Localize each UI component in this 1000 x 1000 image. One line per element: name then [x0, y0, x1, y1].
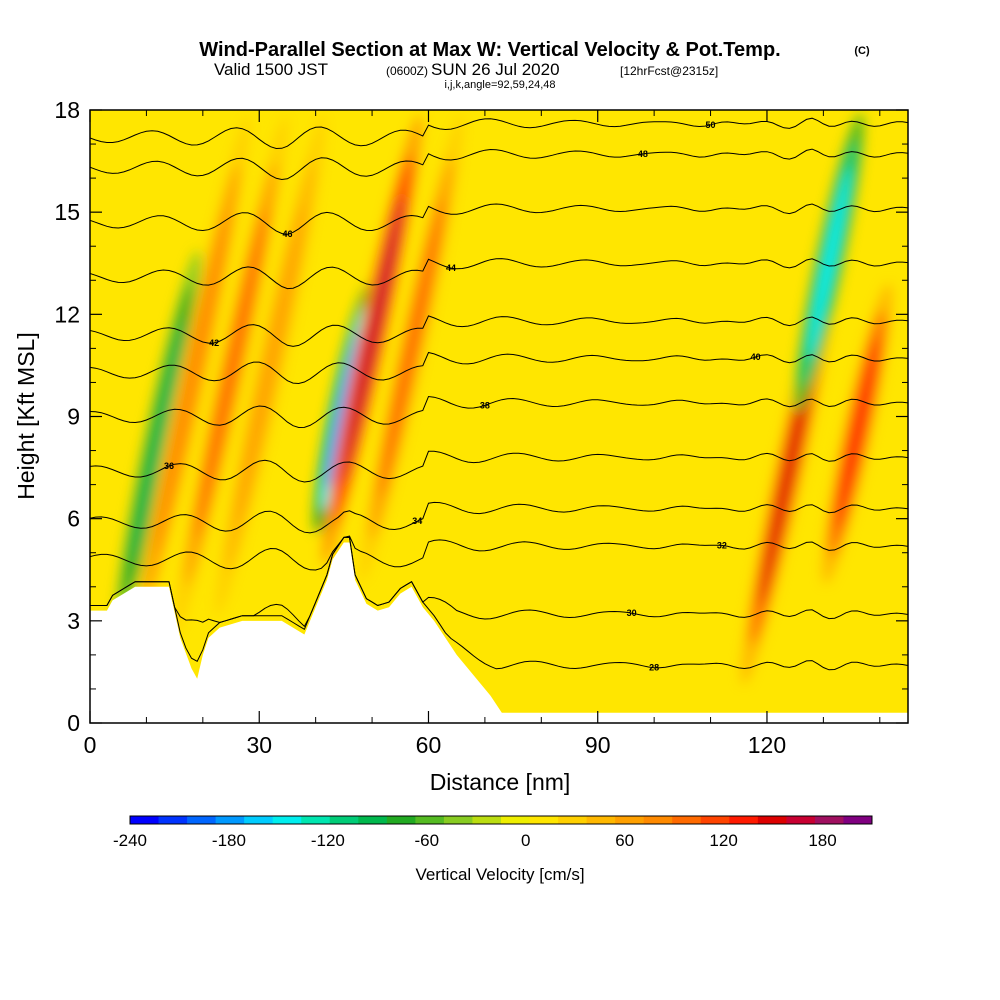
plot-area [90, 110, 908, 723]
theta-contour-42 [90, 315, 908, 347]
theta-contour-40 [90, 351, 908, 385]
colorbar-frame [129, 815, 873, 825]
colorbar-swatch-14 [529, 816, 559, 824]
x-tick-label-0: 0 [84, 732, 97, 758]
colorbar-swatch-5 [272, 816, 302, 824]
theta-label-44: 44 [446, 263, 456, 273]
y-tick-label-18: 18 [54, 97, 80, 123]
theta-label-28: 28 [649, 663, 659, 673]
y-tick-label-6: 6 [67, 506, 80, 532]
velocity-cell-updraft-1-2 [154, 211, 229, 554]
y-tick-label-15: 15 [54, 199, 80, 225]
colorbar-swatch-19 [672, 816, 702, 824]
theta-label-38: 38 [480, 400, 490, 410]
colorbar-swatch-17 [615, 816, 645, 824]
colorbar-swatch-7 [329, 816, 359, 824]
velocity-cell-updraft-9-2 [836, 337, 879, 530]
x-axis-label: Distance [nm] [430, 769, 571, 795]
valid-date: SUN 26 Jul 2020 [431, 60, 560, 79]
velocity-cell-downdraft-0-2 [130, 319, 185, 565]
colorbar-swatch-3 [215, 816, 245, 824]
colorbar-swatch-1 [158, 816, 188, 824]
chart-title: Wind-Parallel Section at Max W: Vertical… [199, 39, 780, 61]
colorbar-swatch-4 [244, 816, 274, 824]
colorbar-swatch-15 [558, 816, 588, 824]
colorbar-tick-60: 60 [615, 831, 634, 850]
colorbar-swatch-25 [843, 816, 873, 824]
colorbar-swatch-8 [358, 816, 388, 824]
theta-contour-32 [90, 535, 908, 571]
colorbar: -240 -180 -120 -60 0 60 120 180 [113, 815, 873, 850]
theta-contours [90, 117, 908, 671]
colorbar-tick--60: -60 [415, 831, 440, 850]
theta-label-40: 40 [751, 352, 761, 362]
colorbar-tick-180: 180 [808, 831, 836, 850]
theta-contour-50 [90, 117, 908, 150]
colorbar-swatch-13 [501, 816, 531, 824]
colorbar-swatch-23 [786, 816, 816, 824]
colorbar-swatch-20 [700, 816, 730, 824]
theta-label-42: 42 [209, 338, 219, 348]
grid-indices: i,j,k,angle=92,59,24,48 [444, 79, 555, 91]
forecast-info: [12hrFcst@2315z] [620, 64, 718, 78]
colorbar-swatch-0 [130, 816, 160, 824]
contour-labels: 28 30 32 34 36 38 40 42 44 46 48 50 [164, 120, 761, 673]
colorbar-tick--180: -180 [212, 831, 246, 850]
colorbar-tick--240: -240 [113, 831, 147, 850]
theta-label-50: 50 [706, 120, 716, 130]
colorbar-label: Vertical Velocity [cm/s] [415, 865, 584, 884]
theta-contour-30 [90, 536, 908, 628]
y-tick-label-12: 12 [54, 301, 80, 327]
colorbar-swatch-11 [443, 816, 473, 824]
theta-contour-36 [90, 450, 908, 483]
colorbar-swatch-10 [415, 816, 445, 824]
theta-label-36: 36 [164, 461, 174, 471]
theta-label-30: 30 [627, 608, 637, 618]
x-tick-label-30: 30 [246, 732, 272, 758]
colorbar-swatch-21 [729, 816, 759, 824]
y-tick-label-3: 3 [67, 608, 80, 634]
velocity-cell-updraft-3-2 [236, 205, 306, 526]
velocity-cell-updraft-2-2 [195, 208, 267, 540]
y-tick-label-0: 0 [67, 710, 80, 736]
colorbar-swatch-24 [814, 816, 844, 824]
theta-label-48: 48 [638, 149, 648, 159]
colorbar-tick-120: 120 [709, 831, 737, 850]
colorbar-swatch-12 [472, 816, 502, 824]
colorbar-tick--120: -120 [311, 831, 345, 850]
theta-contour-48 [90, 148, 908, 181]
theta-contour-46 [90, 203, 908, 235]
velocity-cell-downdraft-8-2 [807, 167, 851, 360]
colorbar-tick-0: 0 [521, 831, 530, 850]
colorbar-swatch-22 [757, 816, 787, 824]
theta-contour-44 [90, 258, 908, 290]
copyright-mark: (C) [854, 45, 870, 57]
terrain-mask [90, 542, 908, 723]
colorbar-swatch-9 [386, 816, 416, 824]
y-axis-label: Height [Kft MSL] [13, 332, 39, 499]
theta-label-46: 46 [282, 229, 292, 239]
y-tick-label-9: 9 [67, 404, 80, 430]
colorbar-swatch-6 [301, 816, 331, 824]
theta-label-32: 32 [717, 540, 727, 550]
valid-time: Valid 1500 JST [214, 60, 328, 79]
colorbar-swatch-2 [187, 816, 217, 824]
colorbar-swatch-16 [586, 816, 616, 824]
x-tick-label-60: 60 [416, 732, 442, 758]
velocity-cell-updraft-6-2 [379, 199, 444, 498]
velocity-field [114, 113, 892, 685]
colorbar-swatch-18 [643, 816, 673, 824]
theta-contour-38 [90, 395, 908, 429]
theta-contour-34 [90, 501, 908, 534]
x-tick-label-120: 120 [748, 732, 786, 758]
x-tick-label-90: 90 [585, 732, 611, 758]
valid-time-utc: (0600Z) [386, 64, 428, 78]
theta-label-34: 34 [412, 516, 422, 526]
